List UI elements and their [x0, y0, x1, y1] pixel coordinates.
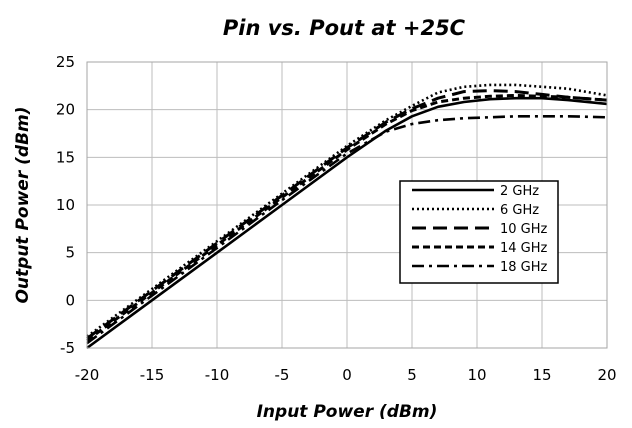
legend-label: 18 GHz — [500, 260, 548, 275]
x-tick-label: 0 — [342, 366, 352, 384]
legend-label: 14 GHz — [500, 241, 548, 256]
y-tick-label: 5 — [65, 244, 75, 262]
series-line-18-ghz — [86, 115, 608, 345]
y-tick-label: 0 — [65, 291, 75, 309]
y-tick-label: 10 — [56, 196, 75, 214]
x-tick-label: 20 — [597, 366, 616, 384]
legend-label: 10 GHz — [500, 222, 548, 237]
x-tick-label: 5 — [407, 366, 417, 384]
tick-labels: -20 -15 -10 -5 0 5 10 15 20 -5 0 5 10 15 20 25 — [56, 53, 617, 384]
series-line-14-ghz — [86, 93, 608, 342]
series-line-10-ghz — [86, 89, 608, 340]
y-tick-label: -5 — [60, 339, 75, 357]
series-line-2-ghz — [86, 96, 608, 350]
x-axis-title: Input Power (dBm) — [257, 402, 438, 422]
y-tick-label: 25 — [56, 53, 75, 71]
x-tick-label: 10 — [467, 366, 486, 384]
x-tick-label: 15 — [532, 366, 551, 384]
y-axis-title: Output Power (dBm) — [13, 106, 33, 303]
x-tick-label: -15 — [140, 366, 165, 384]
x-tick-label: -20 — [75, 366, 100, 384]
plot-frame — [86, 61, 608, 349]
series-lines — [86, 83, 608, 350]
legend-label: 6 GHz — [500, 203, 539, 218]
legend: 2 GHz 6 GHz 10 GHz 14 GHz 18 GHz — [399, 180, 559, 284]
legend-items: 2 GHz 6 GHz 10 GHz 14 GHz 18 GHz — [412, 184, 548, 275]
x-tick-label: -10 — [205, 366, 230, 384]
y-tick-label: 20 — [56, 101, 75, 119]
chart-title: Pin vs. Pout at +25C — [223, 16, 466, 40]
legend-label: 2 GHz — [500, 184, 539, 199]
y-tick-label: 15 — [56, 148, 75, 166]
x-tick-label: -5 — [275, 366, 290, 384]
